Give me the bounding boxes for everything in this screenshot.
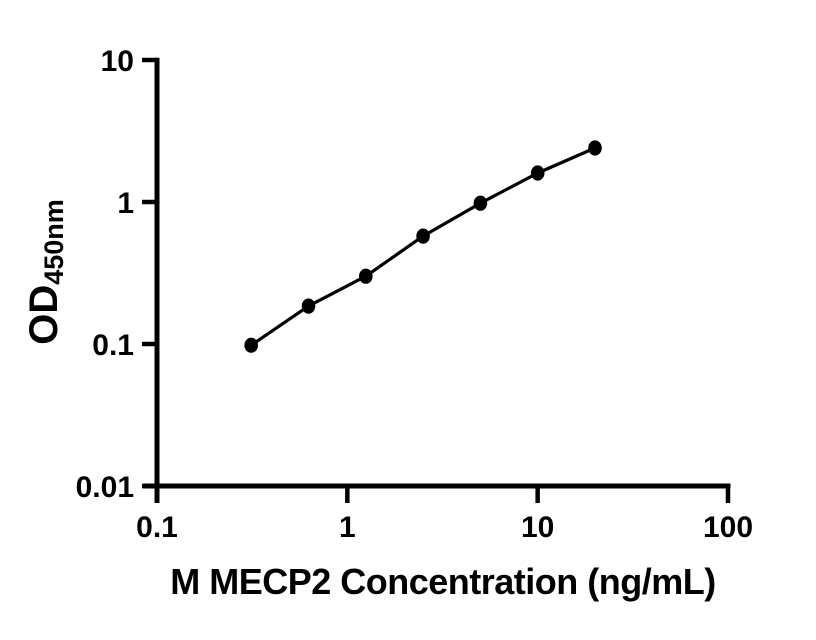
x-axis-label: M MECP2 Concentration (ng/mL) xyxy=(170,561,716,602)
data-point-marker xyxy=(588,140,602,156)
data-point-marker xyxy=(473,195,488,211)
y-tick-label: 0.1 xyxy=(92,329,134,362)
y-axis-label-main: OD xyxy=(22,284,66,345)
x-tick-label: 1 xyxy=(339,511,356,544)
x-tick-label: 0.1 xyxy=(136,511,178,544)
y-tick-label: 0.01 xyxy=(76,471,134,504)
y-axis-label-subscript: 450nm xyxy=(39,199,69,285)
data-point-marker xyxy=(416,228,430,244)
x-tick-label: 10 xyxy=(521,511,554,544)
data-point-marker xyxy=(530,165,545,181)
y-axis-label: OD450nm xyxy=(22,199,69,345)
data-point-marker xyxy=(244,337,258,353)
x-tick-label: 100 xyxy=(703,511,753,544)
standard-curve-line xyxy=(249,146,597,347)
data-point-marker xyxy=(301,298,316,314)
y-tick-label: 10 xyxy=(101,45,134,78)
data-point-marker xyxy=(359,268,373,284)
y-tick-label: 1 xyxy=(117,187,134,220)
